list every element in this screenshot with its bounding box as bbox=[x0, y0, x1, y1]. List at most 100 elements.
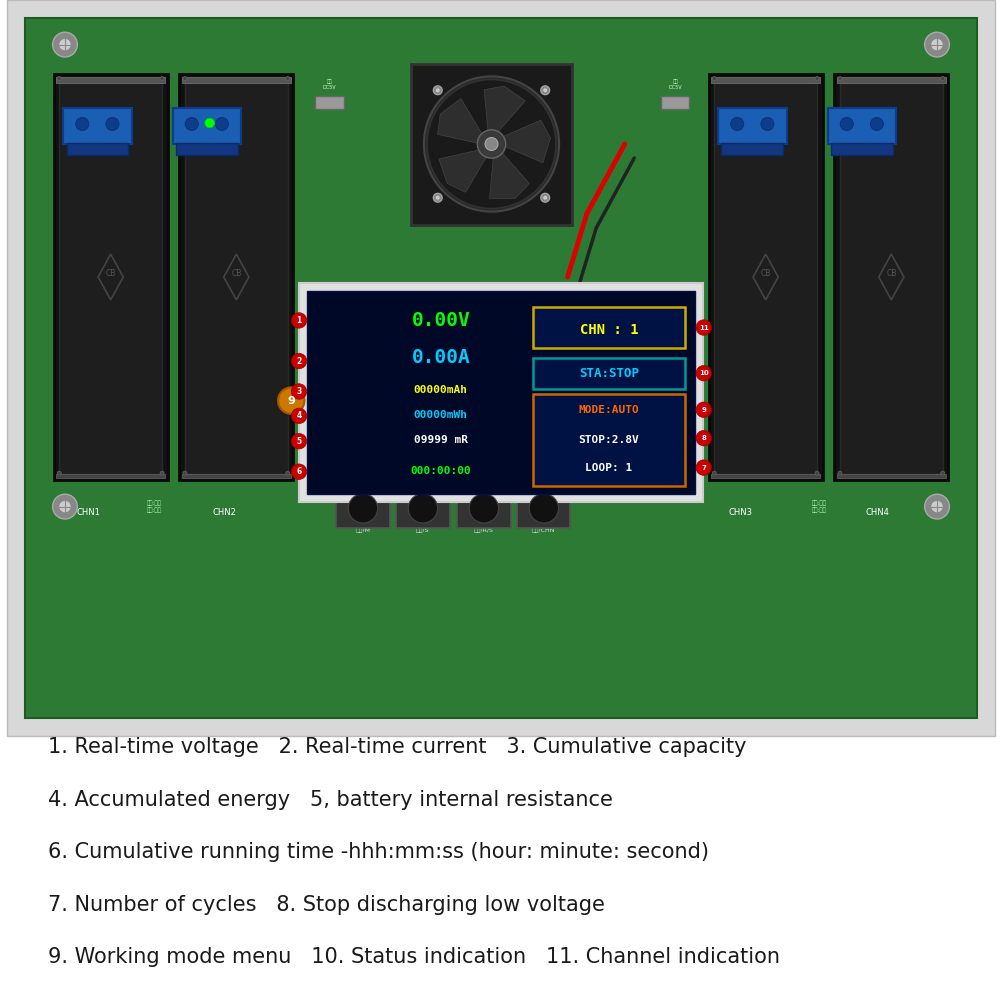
Bar bbox=[828, 108, 896, 144]
Bar bbox=[182, 77, 291, 83]
Circle shape bbox=[925, 32, 949, 57]
Text: 9: 9 bbox=[287, 396, 295, 406]
Text: 00000mAh: 00000mAh bbox=[414, 385, 468, 395]
Text: 启动/R/S: 启动/R/S bbox=[474, 528, 494, 533]
Bar bbox=[533, 302, 571, 322]
Text: CB: CB bbox=[105, 269, 116, 278]
Bar bbox=[7, 0, 995, 736]
Text: LOOP: 1: LOOP: 1 bbox=[585, 463, 633, 473]
Circle shape bbox=[466, 336, 478, 348]
Circle shape bbox=[477, 130, 506, 158]
Circle shape bbox=[427, 80, 556, 208]
Bar bbox=[457, 488, 511, 528]
Bar bbox=[834, 74, 948, 480]
Bar bbox=[56, 474, 165, 478]
Bar bbox=[533, 394, 685, 486]
Circle shape bbox=[931, 39, 943, 50]
Circle shape bbox=[278, 387, 304, 414]
Bar bbox=[831, 143, 893, 155]
Text: CHN4: CHN4 bbox=[865, 508, 889, 517]
Circle shape bbox=[291, 464, 307, 479]
Text: CHN : 1: CHN : 1 bbox=[580, 323, 638, 337]
Text: CHN1: CHN1 bbox=[77, 508, 101, 517]
Bar bbox=[336, 488, 390, 528]
Circle shape bbox=[183, 77, 187, 81]
Text: 4. Accumulated energy   5, battery internal resistance: 4. Accumulated energy 5, battery interna… bbox=[48, 790, 613, 810]
Bar bbox=[25, 18, 977, 718]
Bar bbox=[837, 77, 946, 83]
Bar bbox=[721, 143, 783, 155]
Text: 调酸/S: 调酸/S bbox=[416, 528, 430, 533]
Bar bbox=[533, 307, 685, 348]
Bar bbox=[714, 80, 817, 474]
Circle shape bbox=[541, 86, 550, 95]
Text: 5: 5 bbox=[296, 437, 302, 446]
Circle shape bbox=[696, 430, 711, 446]
Polygon shape bbox=[497, 120, 550, 163]
Circle shape bbox=[815, 471, 819, 475]
Bar bbox=[533, 358, 685, 389]
Text: 11: 11 bbox=[699, 325, 709, 331]
Bar bbox=[517, 488, 570, 528]
Circle shape bbox=[469, 494, 499, 523]
Circle shape bbox=[286, 77, 290, 81]
Text: 0.00V: 0.00V bbox=[411, 311, 470, 330]
Text: 1. Real-time voltage   2. Real-time current   3. Cumulative capacity: 1. Real-time voltage 2. Real-time curren… bbox=[48, 737, 746, 757]
Bar bbox=[709, 74, 823, 480]
Circle shape bbox=[291, 313, 307, 328]
Circle shape bbox=[436, 196, 440, 200]
Circle shape bbox=[543, 88, 547, 92]
Circle shape bbox=[53, 494, 77, 519]
Circle shape bbox=[731, 117, 744, 131]
Circle shape bbox=[696, 460, 711, 475]
Bar bbox=[711, 474, 820, 478]
Circle shape bbox=[348, 494, 378, 523]
Text: 7. Number of cycles   8. Stop discharging low voltage: 7. Number of cycles 8. Stop discharging … bbox=[48, 895, 605, 915]
Circle shape bbox=[696, 320, 711, 335]
Circle shape bbox=[696, 366, 711, 381]
Circle shape bbox=[57, 77, 61, 81]
Bar bbox=[59, 80, 162, 474]
Circle shape bbox=[106, 117, 119, 131]
Text: 0.00A: 0.00A bbox=[411, 348, 470, 367]
Text: 7: 7 bbox=[701, 465, 706, 471]
Bar bbox=[173, 108, 241, 144]
Text: 9. Working mode menu   10. Status indication   11. Channel indication: 9. Working mode menu 10. Status indicati… bbox=[48, 947, 780, 967]
Circle shape bbox=[838, 77, 842, 81]
Text: 4: 4 bbox=[296, 411, 302, 420]
Bar bbox=[837, 474, 946, 478]
Circle shape bbox=[205, 118, 214, 128]
Circle shape bbox=[941, 471, 945, 475]
Circle shape bbox=[291, 353, 307, 369]
Circle shape bbox=[59, 501, 71, 512]
Circle shape bbox=[291, 434, 307, 449]
Circle shape bbox=[941, 77, 945, 81]
Bar bbox=[182, 474, 291, 478]
Circle shape bbox=[286, 471, 290, 475]
Text: CB: CB bbox=[760, 269, 771, 278]
Text: 10: 10 bbox=[699, 370, 709, 376]
Bar bbox=[396, 488, 450, 528]
Text: CB: CB bbox=[886, 269, 897, 278]
Circle shape bbox=[815, 77, 819, 81]
Circle shape bbox=[408, 494, 438, 523]
Circle shape bbox=[160, 77, 164, 81]
Text: 8: 8 bbox=[701, 435, 706, 441]
Circle shape bbox=[291, 384, 307, 399]
Bar bbox=[453, 332, 520, 353]
Circle shape bbox=[160, 471, 164, 475]
Circle shape bbox=[57, 471, 61, 475]
Text: 闪烁:运行
常亮:完成: 闪烁:运行 常亮:完成 bbox=[812, 501, 826, 513]
Bar bbox=[411, 64, 572, 225]
Text: 供电
DC5V: 供电 DC5V bbox=[323, 79, 336, 90]
Circle shape bbox=[76, 117, 89, 131]
Circle shape bbox=[870, 117, 883, 131]
Bar bbox=[179, 74, 293, 480]
Text: 2: 2 bbox=[296, 357, 302, 366]
Bar bbox=[299, 283, 703, 502]
Polygon shape bbox=[438, 99, 485, 145]
Bar bbox=[315, 96, 344, 109]
Circle shape bbox=[761, 117, 774, 131]
Text: 6: 6 bbox=[296, 467, 302, 476]
Text: 6. Cumulative running time -hhh:mm:ss (hour: minute: second): 6. Cumulative running time -hhh:mm:ss (h… bbox=[48, 842, 709, 862]
